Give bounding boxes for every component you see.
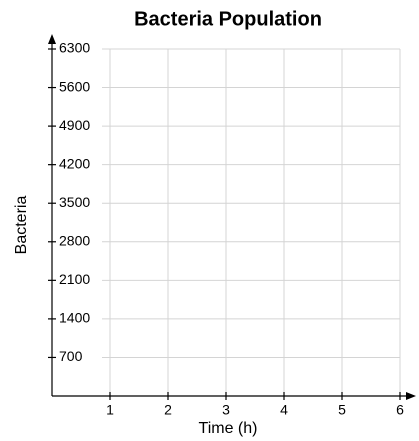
- y-tick-label: 5600: [59, 78, 90, 94]
- y-tick-label: 1400: [59, 310, 90, 326]
- y-tick-label: 4200: [59, 155, 90, 171]
- chart-title: Bacteria Population: [134, 8, 322, 30]
- x-tick-label: 3: [222, 402, 230, 418]
- x-axis-label: Time (h): [199, 420, 258, 437]
- x-tick-label: 2: [164, 402, 172, 418]
- y-axis-label: Bacteria: [13, 196, 30, 255]
- y-tick-label: 4900: [59, 117, 90, 133]
- y-tick-label: 700: [59, 348, 83, 364]
- x-tick-label: 1: [106, 402, 114, 418]
- y-tick-label: 2100: [59, 271, 90, 287]
- x-tick-label: 6: [396, 402, 404, 418]
- y-tick-label: 6300: [59, 40, 90, 56]
- y-tick-label: 2800: [59, 232, 90, 248]
- x-axis-arrow: [406, 392, 416, 400]
- y-axis-arrow: [48, 34, 56, 44]
- x-tick-label: 4: [280, 402, 288, 418]
- y-tick-label: 3500: [59, 194, 90, 210]
- x-tick-label: 5: [338, 402, 346, 418]
